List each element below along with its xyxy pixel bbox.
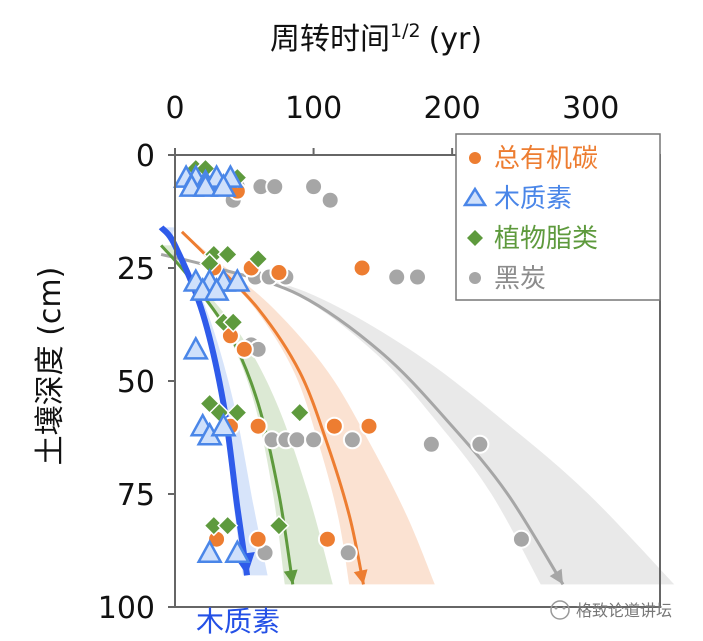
legend-label: 植物脂类 [494,224,598,254]
data-point [511,529,531,549]
legend-frame [455,133,661,301]
x-tick-label: 300 [562,91,619,126]
data-point [359,416,379,436]
data-point [287,430,307,450]
data-point [470,434,490,454]
y-axis-title: 土壤深度 (cm) [33,267,68,466]
legend-swatch [462,186,488,207]
data-point [217,243,239,266]
trend-line [160,252,565,586]
y-tick-label: 100 [98,591,155,626]
y-tick-label: 50 [117,365,155,400]
data-point [210,173,237,197]
data-point [203,515,225,537]
data-point [269,263,289,283]
data-point [247,248,269,270]
confidence-band [161,245,333,585]
data-point [268,515,290,537]
trend-arrowhead [353,569,368,585]
data-point [210,412,237,437]
y-axis: 0 25 50 75 100 [98,139,175,626]
data-point [324,416,344,436]
legend-swatch [467,230,483,246]
annotation-lignin: 木质素 [196,605,280,638]
data-point [289,402,311,424]
y-tick-label: 75 [117,478,155,513]
data-point [234,339,254,359]
data-points [172,157,531,564]
confidence-band [161,254,675,585]
trend-arrowhead [283,569,298,585]
data-point [304,430,324,450]
legend-swatch [469,272,481,284]
legend-label: 木质素 [494,184,572,214]
y-tick-label: 25 [117,252,155,287]
data-point [224,539,251,564]
watermark-text: 格致论道讲坛 [576,601,672,620]
data-point [320,190,340,210]
data-point [217,515,239,537]
data-point [342,430,362,450]
x-axis: 0 100 200 300 [165,91,619,155]
confidence-band [161,227,268,576]
data-point [224,267,251,292]
legend-label: 黑炭 [494,264,546,294]
x-tick-label: 100 [285,91,342,126]
data-point [317,529,337,549]
data-point [304,177,324,197]
x-axis-title: 周转时间1/2 (yr) [270,20,482,57]
trend-arrowhead [549,568,563,585]
data-point [192,173,219,197]
data-point [226,402,248,424]
x-axis-title-sup: 1/2 [390,20,421,42]
x-tick-label: 0 [165,91,184,126]
legend-swatch [469,152,481,164]
watermark: 格致论道讲坛 [550,600,672,620]
data-point [408,267,427,287]
data-point [352,258,372,278]
trend-lines [158,225,565,586]
watermark-icon [550,600,570,620]
data-point [203,277,230,301]
x-tick-label: 200 [424,91,481,126]
data-point [222,311,244,333]
data-point [387,267,407,287]
legend-label: 总有机碳 [494,144,598,174]
data-point [265,177,285,197]
data-point [248,416,268,436]
x-axis-title-unit: (yr) [429,22,483,57]
data-point [182,335,209,360]
data-point [338,543,358,563]
data-point [421,434,441,454]
data-point [248,529,268,549]
confidence-band [181,231,435,585]
data-point [196,539,223,564]
x-axis-title-main: 周转时间 [270,22,390,57]
y-tick-label: 0 [136,139,155,174]
confidence-bands [161,227,675,585]
